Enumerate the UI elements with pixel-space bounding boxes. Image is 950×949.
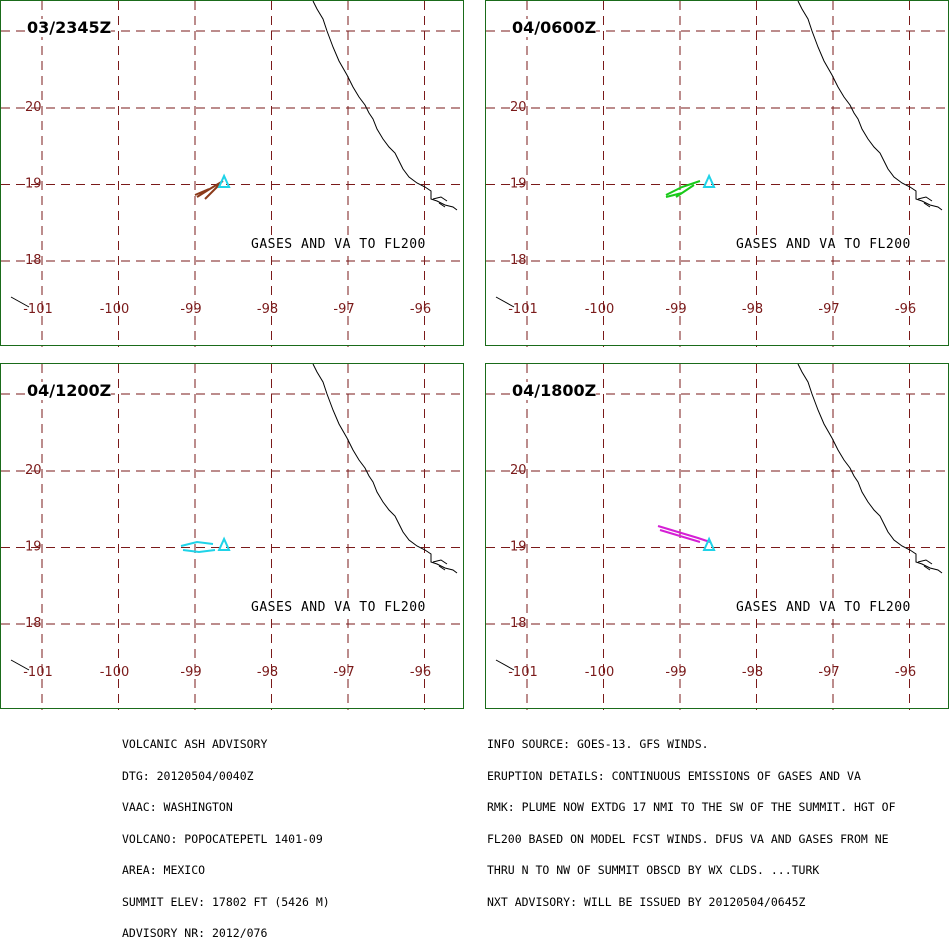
advisory-line: VAAC: WASHINGTON <box>122 800 233 814</box>
forecast-panel-1: 20 19 18 -101 -100 -99 -98 -97 -96 03/2345Z GASE… <box>0 0 465 347</box>
longitude-label: -101 <box>23 665 53 680</box>
ash-plume <box>657 525 711 543</box>
longitude-label: -96 <box>410 302 431 317</box>
latitude-label: 19 <box>510 177 527 192</box>
longitude-label: -100 <box>100 302 130 317</box>
latitude-label: 19 <box>25 177 42 192</box>
latitude-label: 19 <box>510 540 527 555</box>
advisory-line: ERUPTION DETAILS: CONTINUOUS EMISSIONS O… <box>487 768 861 783</box>
map-canvas: 20 19 18 -101 -100 -99 -98 -97 -96 <box>1 364 465 710</box>
ash-plume <box>194 180 224 200</box>
advisory-line: NXT ADVISORY: WILL BE ISSUED BY 20120504… <box>487 894 806 909</box>
panel-time-label: 04/0600Z <box>512 18 597 37</box>
longitude-label: -97 <box>333 665 354 680</box>
longitude-label: -101 <box>23 302 53 317</box>
panel-time-label: 04/1800Z <box>512 381 597 400</box>
latitude-label: 18 <box>25 616 42 631</box>
advisory-line: THRU N TO NW OF SUMMIT OBSCD BY WX CLDS.… <box>487 863 820 877</box>
longitude-label: -99 <box>665 302 686 317</box>
longitude-label: -100 <box>585 665 615 680</box>
coastline-fragment <box>495 296 515 308</box>
advisory-left-text: VOLCANIC ASH ADVISORY DTG: 20120504/0040… <box>122 718 330 949</box>
longitude-label: -98 <box>257 302 278 317</box>
advisory-line: AREA: MEXICO <box>122 863 206 877</box>
latitude-label: 20 <box>510 463 527 478</box>
latitude-label: 20 <box>25 100 42 115</box>
longitude-label: -100 <box>585 302 615 317</box>
advisory-line: DTG: 20120504/0040Z <box>122 768 254 783</box>
latitude-label: 18 <box>25 253 42 268</box>
latitude-label: 20 <box>25 463 42 478</box>
coastline <box>312 364 458 574</box>
map-canvas: 20 19 18 -101 -100 -99 -98 -97 -96 <box>486 1 950 347</box>
coastline-detail <box>432 196 448 208</box>
panel-note-label: GASES AND VA TO FL200 <box>736 600 911 615</box>
longitude-label: -99 <box>180 302 201 317</box>
ash-plume <box>180 540 216 554</box>
longitude-label: -99 <box>665 665 686 680</box>
volcano-marker <box>702 536 716 551</box>
panel-time-label: 03/2345Z <box>27 18 112 37</box>
longitude-label: -97 <box>818 665 839 680</box>
advisory-line: RMK: PLUME NOW EXTDG 17 NMI TO THE SW OF… <box>487 800 896 814</box>
coastline <box>797 1 943 211</box>
longitude-label: -96 <box>895 302 916 317</box>
advisory-line: FL200 BASED ON MODEL FCST WINDS. DFUS VA… <box>487 831 889 846</box>
volcano-marker <box>217 536 231 551</box>
advisory-line: SUMMIT ELEV: 17802 FT (5426 M) <box>122 894 330 909</box>
advisory-line: VOLCANO: POPOCATEPETL 1401-09 <box>122 831 323 846</box>
longitude-label: -100 <box>100 665 130 680</box>
longitude-label: -99 <box>180 665 201 680</box>
advisory-line: VOLCANIC ASH ADVISORY <box>122 737 268 751</box>
volcano-marker <box>217 173 231 188</box>
longitude-label: -96 <box>410 665 431 680</box>
coastline <box>797 364 943 574</box>
volcano-marker <box>702 173 716 188</box>
longitude-label: -96 <box>895 665 916 680</box>
longitude-label: -98 <box>257 665 278 680</box>
latitude-label: 19 <box>25 540 42 555</box>
coastline-fragment <box>10 296 30 308</box>
coastline-fragment <box>495 659 515 671</box>
longitude-label: -97 <box>818 302 839 317</box>
ash-plume <box>665 180 701 198</box>
advisory-right-text: INFO SOURCE: GOES-13. GFS WINDS. ERUPTIO… <box>487 718 896 918</box>
forecast-panel-2: 20 19 18 -101 -100 -99 -98 -97 -96 04/0600Z GASE… <box>485 0 950 347</box>
coastline-fragment <box>10 659 30 671</box>
panel-note-label: GASES AND VA TO FL200 <box>736 237 911 252</box>
longitude-label: -101 <box>508 665 538 680</box>
panel-note-label: GASES AND VA TO FL200 <box>251 600 426 615</box>
longitude-label: -101 <box>508 302 538 317</box>
coastline-detail <box>432 559 448 571</box>
coastline-detail <box>917 559 933 571</box>
map-canvas: 20 19 18 -101 -100 -99 -98 -97 -96 <box>486 364 950 710</box>
advisory-line: INFO SOURCE: GOES-13. GFS WINDS. <box>487 737 709 751</box>
map-canvas: 20 19 18 -101 -100 -99 -98 -97 -96 <box>1 1 465 347</box>
latitude-label: 20 <box>510 100 527 115</box>
coastline <box>312 1 458 211</box>
longitude-label: -98 <box>742 665 763 680</box>
longitude-label: -98 <box>742 302 763 317</box>
longitude-label: -97 <box>333 302 354 317</box>
panel-note-label: GASES AND VA TO FL200 <box>251 237 426 252</box>
forecast-panel-4: 20 19 18 -101 -100 -99 -98 -97 -96 04/1800Z GASE… <box>485 363 950 710</box>
advisory-line: ADVISORY NR: 2012/076 <box>122 926 268 940</box>
latitude-label: 18 <box>510 616 527 631</box>
panel-time-label: 04/1200Z <box>27 381 112 400</box>
latitude-label: 18 <box>510 253 527 268</box>
forecast-panel-3: 20 19 18 -101 -100 -99 -98 -97 -96 04/1200Z GASE… <box>0 363 465 710</box>
coastline-detail <box>917 196 933 208</box>
